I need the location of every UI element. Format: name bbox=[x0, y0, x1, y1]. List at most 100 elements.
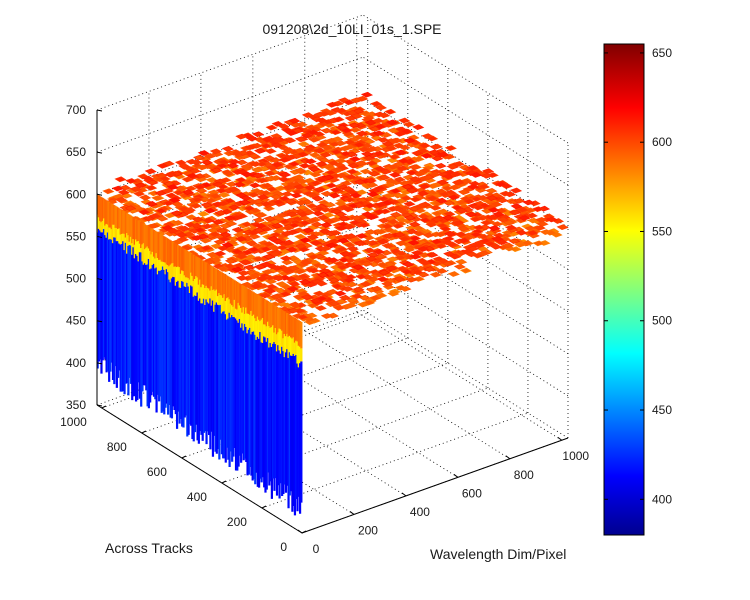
z-tick-mark bbox=[96, 109, 103, 112]
surface-patch bbox=[194, 184, 207, 190]
surface-patch bbox=[228, 158, 241, 165]
surface-patch bbox=[490, 243, 503, 250]
surface-patch bbox=[402, 121, 415, 128]
surface-patch bbox=[114, 176, 127, 183]
surface-patch bbox=[203, 153, 216, 160]
surface-patch bbox=[298, 220, 311, 226]
surface-patch bbox=[395, 240, 408, 247]
chart-title: 091208\2d_10LI_01s_1.SPE bbox=[262, 21, 441, 37]
surface-patch bbox=[231, 266, 244, 273]
surface-patch bbox=[332, 304, 346, 311]
surface-patch bbox=[286, 286, 299, 292]
surface-patch bbox=[214, 250, 227, 257]
surface-patch bbox=[297, 141, 310, 147]
surface-patch bbox=[191, 196, 204, 203]
x-tick-mark bbox=[401, 492, 407, 497]
surface-patch bbox=[472, 224, 485, 231]
surface-patch bbox=[343, 139, 356, 146]
surface-patch bbox=[151, 195, 164, 201]
surface-patch bbox=[387, 138, 401, 145]
x-tick-label: 0 bbox=[313, 542, 320, 556]
surface-patch bbox=[556, 224, 569, 231]
surface-patch bbox=[285, 246, 298, 253]
grid-line bbox=[362, 309, 569, 439]
surface-patch bbox=[141, 175, 154, 182]
surface-patch bbox=[338, 294, 352, 301]
surface-patch bbox=[398, 117, 411, 124]
surface-patch bbox=[326, 101, 339, 108]
surface-patch bbox=[319, 245, 332, 252]
surface-patch bbox=[398, 235, 411, 242]
surface-patch bbox=[264, 288, 277, 294]
surface-patch bbox=[346, 110, 359, 116]
surface-patch bbox=[302, 146, 315, 153]
colorbar-tick-label: 550 bbox=[652, 224, 672, 238]
surface-patch bbox=[282, 225, 295, 231]
surface-patch bbox=[327, 277, 340, 284]
surface-patch bbox=[419, 217, 432, 224]
surface-patch bbox=[287, 161, 301, 167]
surface-patch bbox=[315, 280, 328, 287]
surface-patch bbox=[346, 168, 359, 175]
surface-patch bbox=[186, 172, 199, 179]
surface-patch bbox=[230, 248, 244, 255]
surface-patch bbox=[211, 201, 224, 208]
surface-patch bbox=[306, 217, 319, 224]
surface-patch bbox=[102, 188, 115, 195]
surface-patch bbox=[360, 91, 374, 98]
surface-patch bbox=[263, 253, 276, 260]
grid-line bbox=[96, 14, 364, 111]
surface-patch bbox=[480, 172, 493, 179]
surface-patch bbox=[504, 224, 518, 231]
surface-patch bbox=[243, 205, 256, 212]
surface-patch bbox=[233, 181, 246, 188]
surface-patch bbox=[209, 193, 222, 199]
surface-patch bbox=[317, 199, 330, 206]
surface-patch bbox=[298, 162, 311, 169]
surface-patch bbox=[467, 183, 480, 190]
grid-line bbox=[252, 348, 459, 478]
surface-patch bbox=[218, 192, 231, 198]
surface-patch bbox=[342, 206, 355, 213]
surface-patch bbox=[363, 138, 376, 145]
surface-patch bbox=[343, 196, 356, 203]
surface-patch bbox=[396, 217, 409, 223]
surface-patch bbox=[147, 223, 160, 229]
surface-patch bbox=[344, 115, 357, 122]
surface-patch bbox=[366, 252, 379, 258]
surface-patch bbox=[403, 137, 416, 144]
surface-patch bbox=[139, 194, 152, 201]
surface-patch bbox=[313, 147, 326, 154]
surface-patch bbox=[217, 266, 230, 272]
surface-patch bbox=[337, 257, 351, 263]
surface-patch bbox=[377, 137, 390, 143]
surface-patch bbox=[227, 162, 240, 169]
y-tick-label: 200 bbox=[227, 515, 247, 529]
surface-patch bbox=[430, 210, 444, 217]
surface-patch bbox=[467, 245, 480, 252]
surface-patch bbox=[332, 116, 345, 123]
surface-patch bbox=[256, 275, 269, 282]
surface-patch bbox=[409, 235, 422, 242]
surface-patch bbox=[457, 237, 471, 244]
surface-patch bbox=[397, 158, 410, 164]
surface-patch bbox=[320, 313, 333, 319]
surface-patch bbox=[221, 145, 234, 152]
surface-patch bbox=[392, 142, 405, 149]
surface-patch bbox=[367, 170, 380, 177]
y-tick-label: 0 bbox=[280, 540, 287, 554]
surface-patch bbox=[247, 191, 260, 198]
surface-patch bbox=[211, 219, 224, 225]
surface-patch bbox=[430, 238, 443, 245]
surface-patch bbox=[217, 159, 230, 165]
surface-patch bbox=[301, 112, 314, 119]
surface-patch bbox=[328, 300, 341, 307]
surface-patch bbox=[352, 286, 365, 293]
surface-patch bbox=[252, 131, 265, 138]
surface-patch bbox=[307, 253, 320, 260]
x-tick-mark bbox=[297, 529, 303, 534]
surface-patch bbox=[247, 246, 260, 253]
surface-patch bbox=[252, 256, 265, 262]
surface-patch bbox=[455, 259, 468, 265]
surface-patch bbox=[377, 238, 390, 245]
